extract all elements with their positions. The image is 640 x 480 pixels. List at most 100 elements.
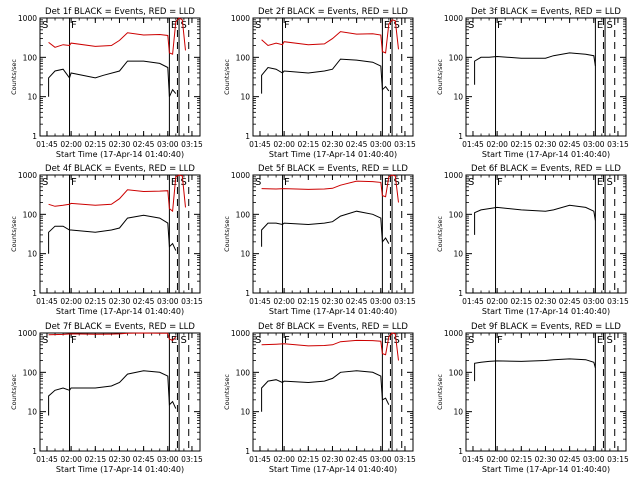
- plot-frame: [252, 174, 414, 294]
- x-axis-label: Start Time (17-Apr-14 01:40:40): [269, 150, 397, 159]
- y-tick-label: 1000: [18, 329, 37, 338]
- y-tick-label: 1: [245, 289, 250, 298]
- events-series-line: [261, 370, 390, 412]
- y-tick-label: 1: [245, 132, 250, 141]
- time-marker-label: E: [597, 177, 603, 188]
- x-tick-label: 03:15: [607, 140, 629, 149]
- lld-series-line: [261, 332, 399, 361]
- x-tick-label: 01:45: [36, 455, 58, 464]
- time-marker-label: F: [71, 335, 77, 346]
- x-tick-label: 03:15: [394, 140, 416, 149]
- time-marker-label: S: [42, 177, 48, 188]
- panel-title: Det 2f BLACK = Events, RED = LLD: [258, 7, 408, 17]
- x-tick-label: 03:00: [157, 297, 179, 306]
- events-series-line: [474, 358, 596, 382]
- panel-9: Det 9f BLACK = Events, RED = LLD 1 10 100 10…: [436, 322, 629, 474]
- time-marker-label: S: [468, 335, 474, 346]
- y-tick-label: 100: [23, 53, 38, 62]
- y-tick-label: 10: [27, 408, 37, 417]
- y-tick-label: 100: [236, 53, 251, 62]
- time-marker-label: S: [607, 20, 613, 31]
- time-marker-label: E: [171, 20, 177, 31]
- x-tick-label: 03:00: [583, 455, 605, 464]
- x-axis-label: Start Time (17-Apr-14 01:40:40): [482, 465, 610, 474]
- panel-title: Det 8f BLACK = Events, RED = LLD: [258, 322, 408, 332]
- time-marker-label: F: [497, 335, 503, 346]
- x-tick-label: 03:00: [157, 140, 179, 149]
- y-tick-label: 1000: [18, 171, 37, 180]
- x-axis-label: Start Time (17-Apr-14 01:40:40): [482, 150, 610, 159]
- x-tick-label: 01:45: [462, 455, 484, 464]
- x-tick-label: 02:45: [346, 297, 368, 306]
- panel-4: Det 4f BLACK = Events, RED = LLD 1 10 100 10…: [10, 164, 203, 316]
- y-tick-label: 10: [453, 93, 463, 102]
- time-marker-label: S: [255, 20, 261, 31]
- x-tick-label: 03:15: [607, 297, 629, 306]
- y-tick-label: 100: [449, 53, 464, 62]
- x-tick-label: 02:30: [322, 140, 344, 149]
- x-axis-label: Start Time (17-Apr-14 01:40:40): [56, 307, 184, 316]
- x-tick-label: 02:15: [84, 140, 106, 149]
- x-tick-label: 02:00: [273, 455, 295, 464]
- y-tick-label: 1: [32, 447, 37, 456]
- lld-series-line: [261, 19, 399, 54]
- panel-title: Det 6f BLACK = Events, RED = LLD: [471, 164, 621, 174]
- x-tick-label: 02:30: [109, 140, 131, 149]
- lld-series-line: [261, 174, 399, 203]
- x-tick-label: 03:00: [583, 140, 605, 149]
- time-marker-label: S: [181, 335, 187, 346]
- y-tick-label: 1: [458, 289, 463, 298]
- x-tick-label: 02:45: [559, 455, 581, 464]
- x-tick-label: 01:45: [462, 140, 484, 149]
- panel-1: Det 1f BLACK = Events, RED = LLD 1 10 100 10…: [10, 7, 203, 159]
- lld-series-line: [48, 332, 177, 341]
- y-tick-label: 100: [449, 368, 464, 377]
- y-tick-label: 10: [240, 250, 250, 259]
- x-tick-label: 02:00: [486, 140, 508, 149]
- plot-frame: [252, 17, 414, 137]
- y-tick-label: 100: [236, 210, 251, 219]
- x-tick-label: 02:15: [297, 140, 319, 149]
- x-tick-label: 03:00: [370, 140, 392, 149]
- panel-8: Det 8f BLACK = Events, RED = LLD 1 10 100 10…: [223, 322, 416, 474]
- plot-frame: [465, 332, 627, 452]
- x-axis-label: Start Time (17-Apr-14 01:40:40): [269, 307, 397, 316]
- time-marker-label: S: [607, 177, 613, 188]
- y-tick-label: 1000: [231, 329, 250, 338]
- x-tick-label: 02:00: [486, 455, 508, 464]
- time-marker-label: F: [497, 20, 503, 31]
- y-tick-label: 10: [27, 93, 37, 102]
- x-tick-label: 03:00: [583, 297, 605, 306]
- x-tick-label: 03:15: [607, 455, 629, 464]
- x-tick-label: 02:15: [84, 297, 106, 306]
- panel-title: Det 3f BLACK = Events, RED = LLD: [471, 7, 621, 17]
- x-axis-label: Start Time (17-Apr-14 01:40:40): [269, 465, 397, 474]
- x-tick-label: 02:15: [510, 297, 532, 306]
- plot-frame: [39, 174, 201, 294]
- panel-title: Det 4f BLACK = Events, RED = LLD: [45, 164, 195, 174]
- y-tick-label: 100: [23, 368, 38, 377]
- lld-series-line: [48, 174, 186, 213]
- events-series-line: [48, 60, 177, 97]
- x-tick-label: 02:15: [297, 455, 319, 464]
- time-marker-label: E: [384, 335, 390, 346]
- x-tick-label: 02:45: [346, 455, 368, 464]
- time-marker-label: S: [394, 177, 400, 188]
- y-tick-label: 1: [245, 447, 250, 456]
- time-marker-label: S: [607, 335, 613, 346]
- x-tick-label: 02:30: [109, 455, 131, 464]
- y-axis-label: Counts/sec: [10, 59, 18, 95]
- y-tick-label: 10: [240, 408, 250, 417]
- x-tick-label: 01:45: [249, 297, 271, 306]
- x-tick-label: 02:00: [60, 455, 82, 464]
- y-tick-label: 1000: [444, 329, 463, 338]
- panel-title: Det 1f BLACK = Events, RED = LLD: [45, 7, 195, 17]
- panel-title: Det 9f BLACK = Events, RED = LLD: [471, 322, 621, 332]
- x-tick-label: 02:15: [297, 297, 319, 306]
- panel-7: Det 7f BLACK = Events, RED = LLD 1 10 100 10…: [10, 322, 203, 474]
- y-tick-label: 10: [453, 250, 463, 259]
- x-tick-label: 02:00: [486, 297, 508, 306]
- y-axis-label: Counts/sec: [223, 59, 231, 95]
- panel-6: Det 6f BLACK = Events, RED = LLD 1 10 100 10…: [436, 164, 629, 316]
